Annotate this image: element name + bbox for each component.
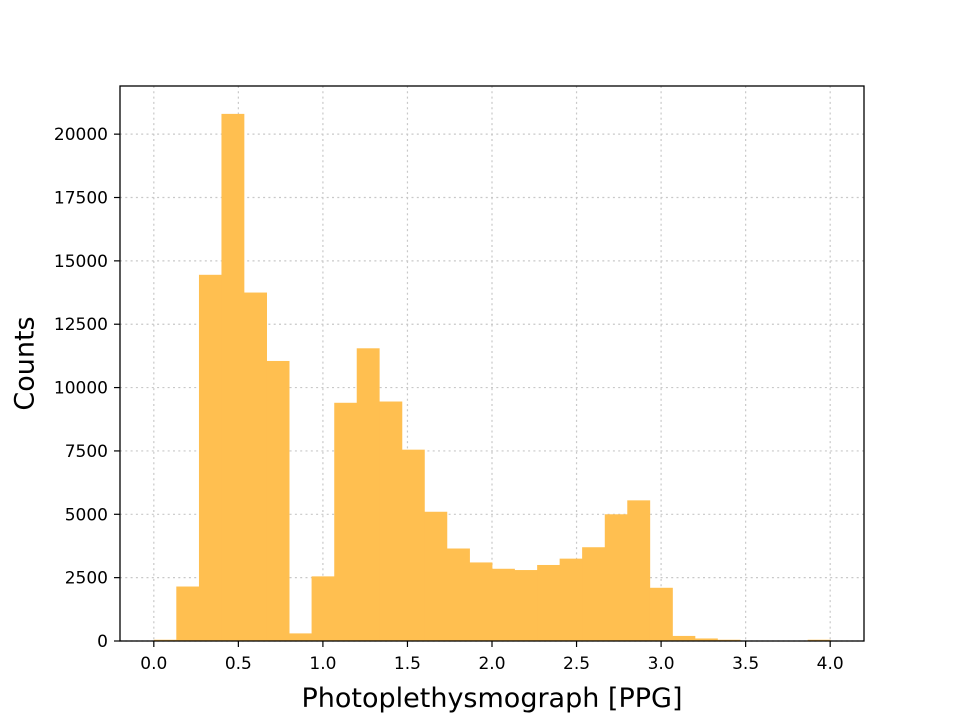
x-tick-label: 1.5 (394, 654, 421, 674)
histogram-bar (401, 449, 425, 641)
bars (153, 113, 831, 641)
x-tick-label: 2.0 (478, 654, 505, 674)
histogram-bar (469, 562, 493, 641)
histogram-bar (672, 635, 696, 641)
histogram-bar (492, 568, 515, 641)
x-tick-label: 4.0 (817, 654, 844, 674)
histogram-bar (198, 274, 222, 641)
histogram-bar (424, 511, 448, 641)
x-tick-label: 0.5 (225, 654, 252, 674)
y-tick-label: 2500 (65, 569, 108, 589)
histogram-bar (694, 638, 718, 641)
x-tick-label: 0.0 (140, 654, 167, 674)
histogram-bar (446, 548, 470, 641)
y-tick-label: 7500 (65, 442, 108, 462)
histogram-bar (289, 633, 312, 641)
histogram-bar (221, 113, 245, 641)
y-tick-label: 15000 (54, 252, 108, 272)
histogram-bar (334, 402, 358, 641)
histogram-bar (582, 547, 606, 641)
x-axis-title: Photoplethysmograph [PPG] (301, 683, 682, 714)
y-axis-title: Counts (9, 316, 40, 410)
y-tick-label: 0 (97, 632, 108, 652)
x-tick-label: 3.0 (648, 654, 675, 674)
y-tick-label: 10000 (54, 379, 108, 399)
histogram-bar (604, 514, 628, 641)
y-tick-label: 12500 (54, 315, 108, 335)
histogram-bar (649, 587, 673, 641)
y-tick-label: 20000 (54, 125, 108, 145)
y-tick-label: 17500 (54, 189, 108, 209)
histogram-bar (537, 564, 561, 641)
histogram-bar (311, 576, 335, 641)
x-tick-label: 3.5 (732, 654, 759, 674)
histogram-bar (266, 360, 290, 641)
x-tick-label: 2.5 (563, 654, 590, 674)
histogram-bar (627, 500, 651, 641)
y-tick-label: 5000 (65, 505, 108, 525)
histogram-bar (514, 570, 538, 641)
histogram-bar (559, 558, 583, 641)
histogram-bar (379, 401, 403, 641)
x-axis: 0.0 0.5 1.0 1.5 2.0 2.5 3.0 3.5 4.0 (140, 641, 844, 674)
y-axis: 0 2500 5000 7500 10000 12500 15000 17500 20000 (54, 125, 120, 652)
x-tick-label: 1.0 (309, 654, 336, 674)
histogram-bar (176, 586, 200, 641)
histogram-bar (243, 292, 268, 641)
histogram-bar (356, 348, 380, 641)
